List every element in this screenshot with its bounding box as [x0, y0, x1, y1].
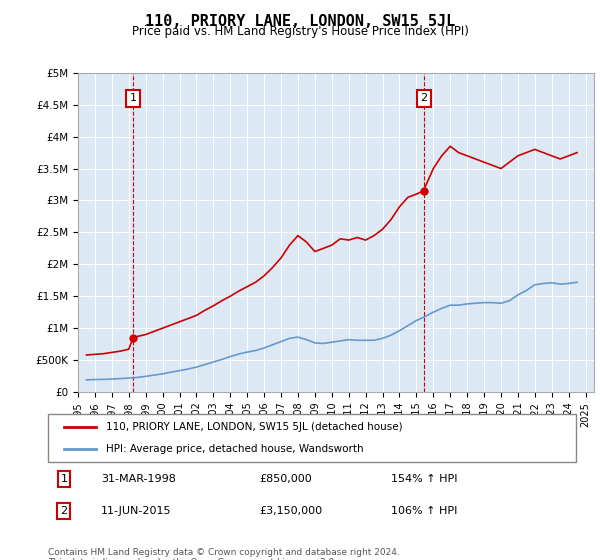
Text: £850,000: £850,000: [259, 474, 312, 484]
Text: Price paid vs. HM Land Registry's House Price Index (HPI): Price paid vs. HM Land Registry's House …: [131, 25, 469, 38]
Text: 106% ↑ HPI: 106% ↑ HPI: [391, 506, 458, 516]
Text: 31-MAR-1998: 31-MAR-1998: [101, 474, 176, 484]
Text: 11-JUN-2015: 11-JUN-2015: [101, 506, 172, 516]
Text: 1: 1: [130, 94, 136, 104]
Text: 154% ↑ HPI: 154% ↑ HPI: [391, 474, 458, 484]
Text: £3,150,000: £3,150,000: [259, 506, 322, 516]
Text: 110, PRIORY LANE, LONDON, SW15 5JL: 110, PRIORY LANE, LONDON, SW15 5JL: [145, 14, 455, 29]
Text: 2: 2: [60, 506, 67, 516]
Text: 1: 1: [61, 474, 67, 484]
Text: 2: 2: [420, 94, 427, 104]
FancyBboxPatch shape: [48, 414, 576, 462]
Text: Contains HM Land Registry data © Crown copyright and database right 2024.
This d: Contains HM Land Registry data © Crown c…: [48, 548, 400, 560]
Text: HPI: Average price, detached house, Wandsworth: HPI: Average price, detached house, Wand…: [106, 444, 364, 454]
Text: 110, PRIORY LANE, LONDON, SW15 5JL (detached house): 110, PRIORY LANE, LONDON, SW15 5JL (deta…: [106, 422, 403, 432]
